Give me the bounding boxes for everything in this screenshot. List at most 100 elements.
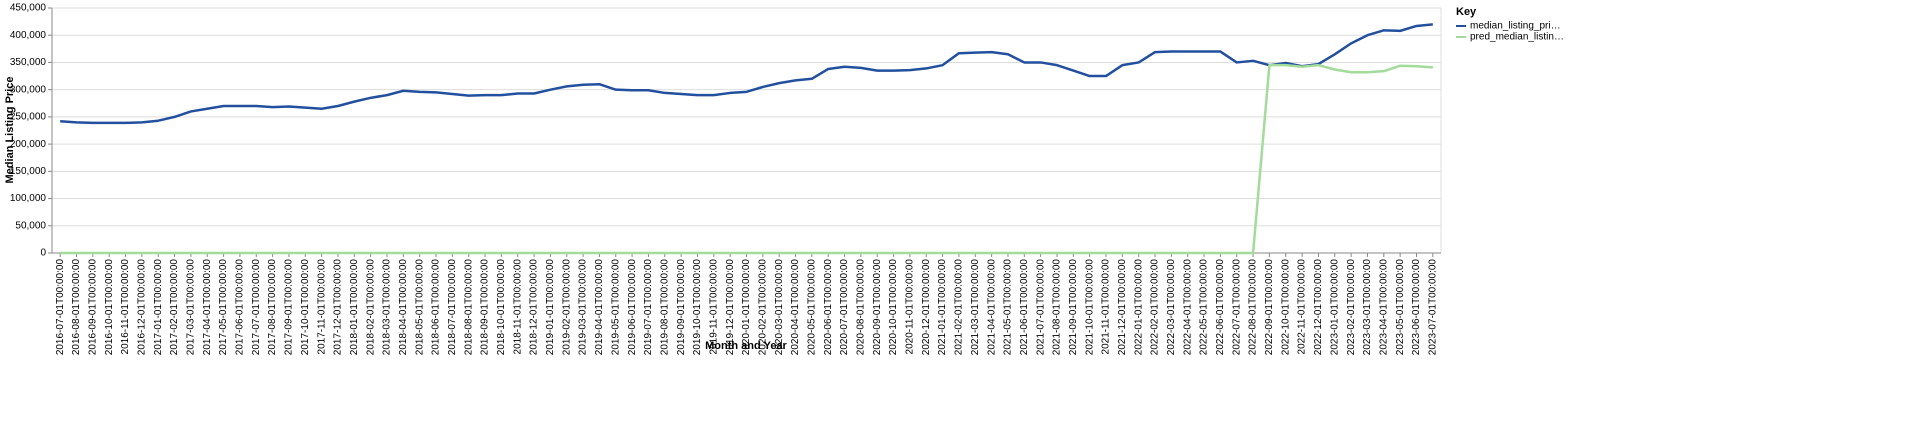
x-tick-label: 2022-02-01T00:00:00 <box>1150 259 1161 356</box>
x-tick-label: 2023-02-01T00:00:00 <box>1346 259 1357 356</box>
x-tick-label: 2017-05-01T00:00:00 <box>218 259 229 356</box>
x-tick-label: 2018-01-01T00:00:00 <box>349 259 360 356</box>
legend-label: pred_median_listin… <box>1470 32 1564 43</box>
x-tick-label: 2022-08-01T00:00:00 <box>1248 259 1259 356</box>
x-tick-label: 2021-11-01T00:00:00 <box>1101 259 1112 355</box>
x-tick-label: 2023-07-01T00:00:00 <box>1427 259 1438 356</box>
x-tick-label: 2016-08-01T00:00:00 <box>71 259 82 356</box>
x-tick-label: 2017-06-01T00:00:00 <box>235 259 246 356</box>
x-tick-label: 2023-01-01T00:00:00 <box>1329 259 1340 356</box>
x-tick-label: 2018-12-01T00:00:00 <box>529 259 540 356</box>
x-tick-label: 2019-12-01T00:00:00 <box>725 259 736 356</box>
x-tick-label: 2018-03-01T00:00:00 <box>382 259 393 356</box>
x-tick-label: 2021-01-01T00:00:00 <box>937 259 948 356</box>
x-tick-label: 2017-10-01T00:00:00 <box>300 259 311 356</box>
x-tick-label: 2021-05-01T00:00:00 <box>1003 259 1014 356</box>
x-tick-label: 2020-12-01T00:00:00 <box>921 259 932 356</box>
x-tick-label: 2019-03-01T00:00:00 <box>578 259 589 356</box>
x-tick-label: 2022-01-01T00:00:00 <box>1133 259 1144 356</box>
x-tick-label: 2021-02-01T00:00:00 <box>954 259 965 356</box>
y-tick-label: 100,000 <box>10 193 47 204</box>
x-tick-label: 2021-03-01T00:00:00 <box>970 259 981 356</box>
x-tick-label: 2017-02-01T00:00:00 <box>169 259 180 356</box>
y-tick-label: 450,000 <box>10 3 47 14</box>
x-tick-label: 2016-11-01T00:00:00 <box>120 259 131 355</box>
x-tick-label: 2017-01-01T00:00:00 <box>153 259 164 356</box>
x-tick-label: 2023-05-01T00:00:00 <box>1395 259 1406 356</box>
x-tick-label: 2022-09-01T00:00:00 <box>1264 259 1275 356</box>
y-tick-label: 300,000 <box>10 84 47 95</box>
x-tick-label: 2019-09-01T00:00:00 <box>676 259 687 356</box>
x-tick-label: 2020-01-01T00:00:00 <box>741 259 752 356</box>
x-tick-label: 2022-12-01T00:00:00 <box>1313 259 1324 356</box>
x-tick-label: 2020-03-01T00:00:00 <box>774 259 785 356</box>
x-tick-label: 2019-10-01T00:00:00 <box>692 259 703 356</box>
x-tick-label: 2016-12-01T00:00:00 <box>137 259 148 356</box>
y-tick-label: 50,000 <box>15 220 46 231</box>
x-tick-label: 2021-09-01T00:00:00 <box>1068 259 1079 356</box>
y-tick-label: 400,000 <box>10 30 47 41</box>
x-tick-label: 2017-11-01T00:00:00 <box>316 259 327 355</box>
x-tick-label: 2023-04-01T00:00:00 <box>1378 259 1389 356</box>
x-tick-label: 2019-08-01T00:00:00 <box>659 259 670 356</box>
x-tick-label: 2019-07-01T00:00:00 <box>643 259 654 356</box>
x-tick-label: 2022-06-01T00:00:00 <box>1215 259 1226 356</box>
x-axis-title: Month and Year <box>705 340 787 352</box>
x-tick-label: 2017-04-01T00:00:00 <box>202 259 213 356</box>
x-tick-label: 2020-05-01T00:00:00 <box>807 259 818 356</box>
x-tick-label: 2019-11-01T00:00:00 <box>708 259 719 355</box>
x-tick-label: 2017-09-01T00:00:00 <box>284 259 295 356</box>
y-tick-label: 200,000 <box>10 139 47 150</box>
x-tick-label: 2020-10-01T00:00:00 <box>888 259 899 356</box>
x-tick-label: 2017-07-01T00:00:00 <box>251 259 262 356</box>
x-tick-label: 2020-11-01T00:00:00 <box>905 259 916 355</box>
x-tick-label: 2020-08-01T00:00:00 <box>856 259 867 356</box>
x-tick-label: 2018-07-01T00:00:00 <box>447 259 458 356</box>
y-tick-label: 0 <box>40 248 46 259</box>
x-tick-label: 2020-06-01T00:00:00 <box>823 259 834 356</box>
x-tick-label: 2018-09-01T00:00:00 <box>480 259 491 356</box>
x-tick-label: 2022-10-01T00:00:00 <box>1280 259 1291 356</box>
x-tick-label: 2018-11-01T00:00:00 <box>512 259 523 355</box>
x-tick-label: 2022-04-01T00:00:00 <box>1182 259 1193 356</box>
x-tick-label: 2018-04-01T00:00:00 <box>398 259 409 356</box>
x-tick-label: 2021-04-01T00:00:00 <box>986 259 997 356</box>
legend-title: Key <box>1456 6 1477 18</box>
x-tick-label: 2021-12-01T00:00:00 <box>1117 259 1128 356</box>
legend-label: median_listing_pri… <box>1470 21 1561 32</box>
x-tick-label: 2021-10-01T00:00:00 <box>1084 259 1095 356</box>
x-tick-label: 2020-02-01T00:00:00 <box>757 259 768 356</box>
series-line <box>60 23 1433 125</box>
x-tick-label: 2022-11-01T00:00:00 <box>1297 259 1308 355</box>
x-tick-label: 2020-04-01T00:00:00 <box>790 259 801 356</box>
x-tick-label: 2017-12-01T00:00:00 <box>333 259 344 356</box>
x-tick-label: 2022-07-01T00:00:00 <box>1231 259 1242 356</box>
y-tick-label: 250,000 <box>10 112 47 123</box>
y-axis-title: Median Listing Price <box>4 77 16 184</box>
x-tick-label: 2020-07-01T00:00:00 <box>839 259 850 356</box>
x-tick-label: 2023-03-01T00:00:00 <box>1362 259 1373 356</box>
x-tick-label: 2019-06-01T00:00:00 <box>627 259 638 356</box>
x-tick-label: 2019-01-01T00:00:00 <box>545 259 556 356</box>
x-tick-label: 2022-05-01T00:00:00 <box>1199 259 1210 356</box>
x-tick-label: 2019-04-01T00:00:00 <box>594 259 605 356</box>
x-tick-label: 2022-03-01T00:00:00 <box>1166 259 1177 356</box>
x-tick-label: 2017-03-01T00:00:00 <box>186 259 197 356</box>
x-tick-label: 2018-05-01T00:00:00 <box>414 259 425 356</box>
x-tick-label: 2019-02-01T00:00:00 <box>561 259 572 356</box>
y-tick-label: 150,000 <box>10 166 47 177</box>
x-tick-label: 2021-07-01T00:00:00 <box>1035 259 1046 356</box>
x-tick-label: 2018-08-01T00:00:00 <box>463 259 474 356</box>
x-tick-label: 2016-09-01T00:00:00 <box>87 259 98 356</box>
x-tick-label: 2016-07-01T00:00:00 <box>55 259 66 356</box>
x-tick-label: 2018-10-01T00:00:00 <box>496 259 507 356</box>
x-tick-label: 2020-09-01T00:00:00 <box>872 259 883 356</box>
x-tick-label: 2023-06-01T00:00:00 <box>1411 259 1422 356</box>
y-tick-label: 350,000 <box>10 57 47 68</box>
x-tick-label: 2018-06-01T00:00:00 <box>431 259 442 356</box>
x-tick-label: 2018-02-01T00:00:00 <box>365 259 376 356</box>
x-tick-label: 2019-05-01T00:00:00 <box>610 259 621 356</box>
series-line <box>60 63 1433 255</box>
x-tick-label: 2021-06-01T00:00:00 <box>1019 259 1030 356</box>
